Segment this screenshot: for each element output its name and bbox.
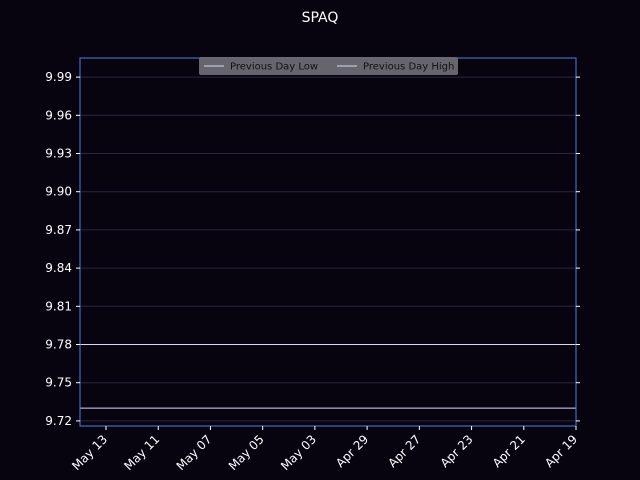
y-tick-label: 9.87 [45, 223, 72, 237]
x-tick-label: May 05 [226, 432, 267, 473]
y-tick-label: 9.90 [45, 185, 72, 199]
x-tick-label: May 07 [174, 432, 215, 473]
y-tick-label: 9.93 [45, 147, 72, 161]
x-tick-label: May 13 [69, 432, 110, 473]
x-tick-label: Apr 19 [542, 432, 580, 470]
y-tick-label: 9.75 [45, 376, 72, 390]
legend-label: Previous Day Low [230, 62, 318, 73]
x-tick-label: May 03 [278, 432, 319, 473]
y-tick-label: 9.99 [45, 70, 72, 84]
y-tick-label: 9.72 [45, 414, 72, 428]
y-tick-label: 9.96 [45, 108, 72, 122]
x-tick-label: Apr 27 [385, 432, 423, 470]
x-tick-label: May 11 [121, 432, 162, 473]
legend: Previous Day Low Previous Day High [199, 57, 458, 75]
y-axis: 9.72 9.75 9.78 9.81 9.84 9.87 9.90 9.93 9.96 9.99 [45, 70, 580, 428]
legend-box [199, 57, 458, 75]
x-tick-label: Apr 23 [438, 432, 476, 470]
y-tick-label: 9.81 [45, 299, 72, 313]
axes-frame [79, 57, 577, 427]
y-tick-label: 9.84 [45, 261, 72, 275]
x-tick-label: Apr 21 [490, 432, 528, 470]
y-tick-label: 9.78 [45, 338, 72, 352]
grid [80, 76, 576, 422]
x-axis: May 13 May 11 May 07 May 05 May 03 Apr 29 Apr … [69, 426, 580, 473]
series-lines [80, 344, 576, 409]
legend-label: Previous Day High [363, 62, 454, 73]
chart-title: SPAQ [302, 10, 339, 26]
x-tick-label: Apr 29 [333, 432, 371, 470]
